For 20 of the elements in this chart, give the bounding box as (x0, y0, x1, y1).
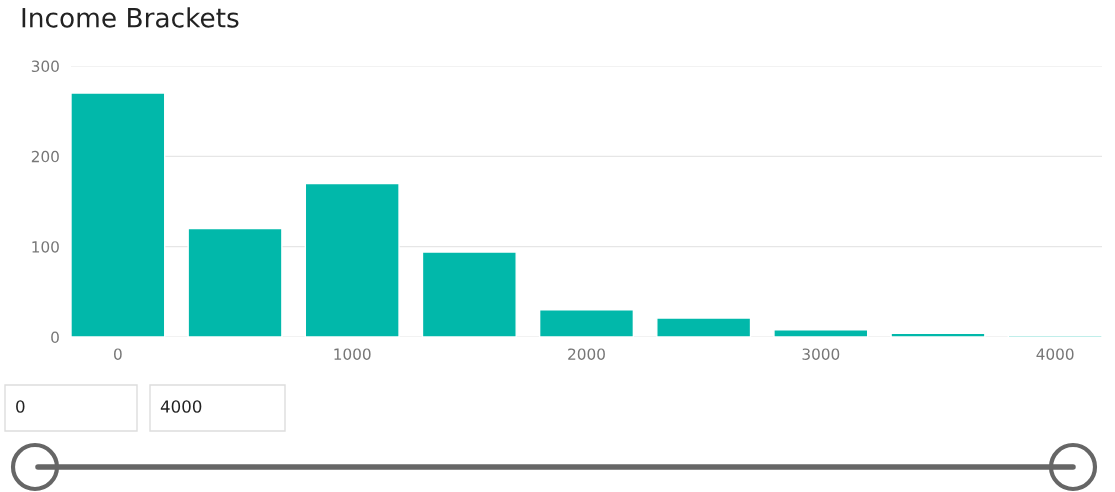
bar (656, 317, 752, 337)
bar (773, 329, 869, 337)
y-tick-label: 0 (51, 331, 59, 344)
chart-title: Income Brackets (22, 7, 239, 28)
x-tick-label: 3000 (802, 348, 840, 360)
bar (71, 92, 166, 337)
bar (187, 227, 283, 337)
text: 4000 (160, 400, 202, 413)
x-tick-label: 2000 (568, 348, 605, 360)
x-tick-label: 1000 (334, 348, 371, 360)
x-tick-label: 0 (114, 348, 122, 360)
y-tick-label: 300 (31, 60, 59, 73)
bar (421, 251, 517, 337)
x-tick-label: 4000 (1036, 348, 1074, 360)
y-tick-label: 200 (31, 150, 59, 163)
y-tick-label: 100 (32, 241, 59, 253)
text: 0 (16, 400, 25, 413)
bar (304, 182, 400, 337)
bar (890, 332, 986, 337)
bar (538, 309, 635, 337)
